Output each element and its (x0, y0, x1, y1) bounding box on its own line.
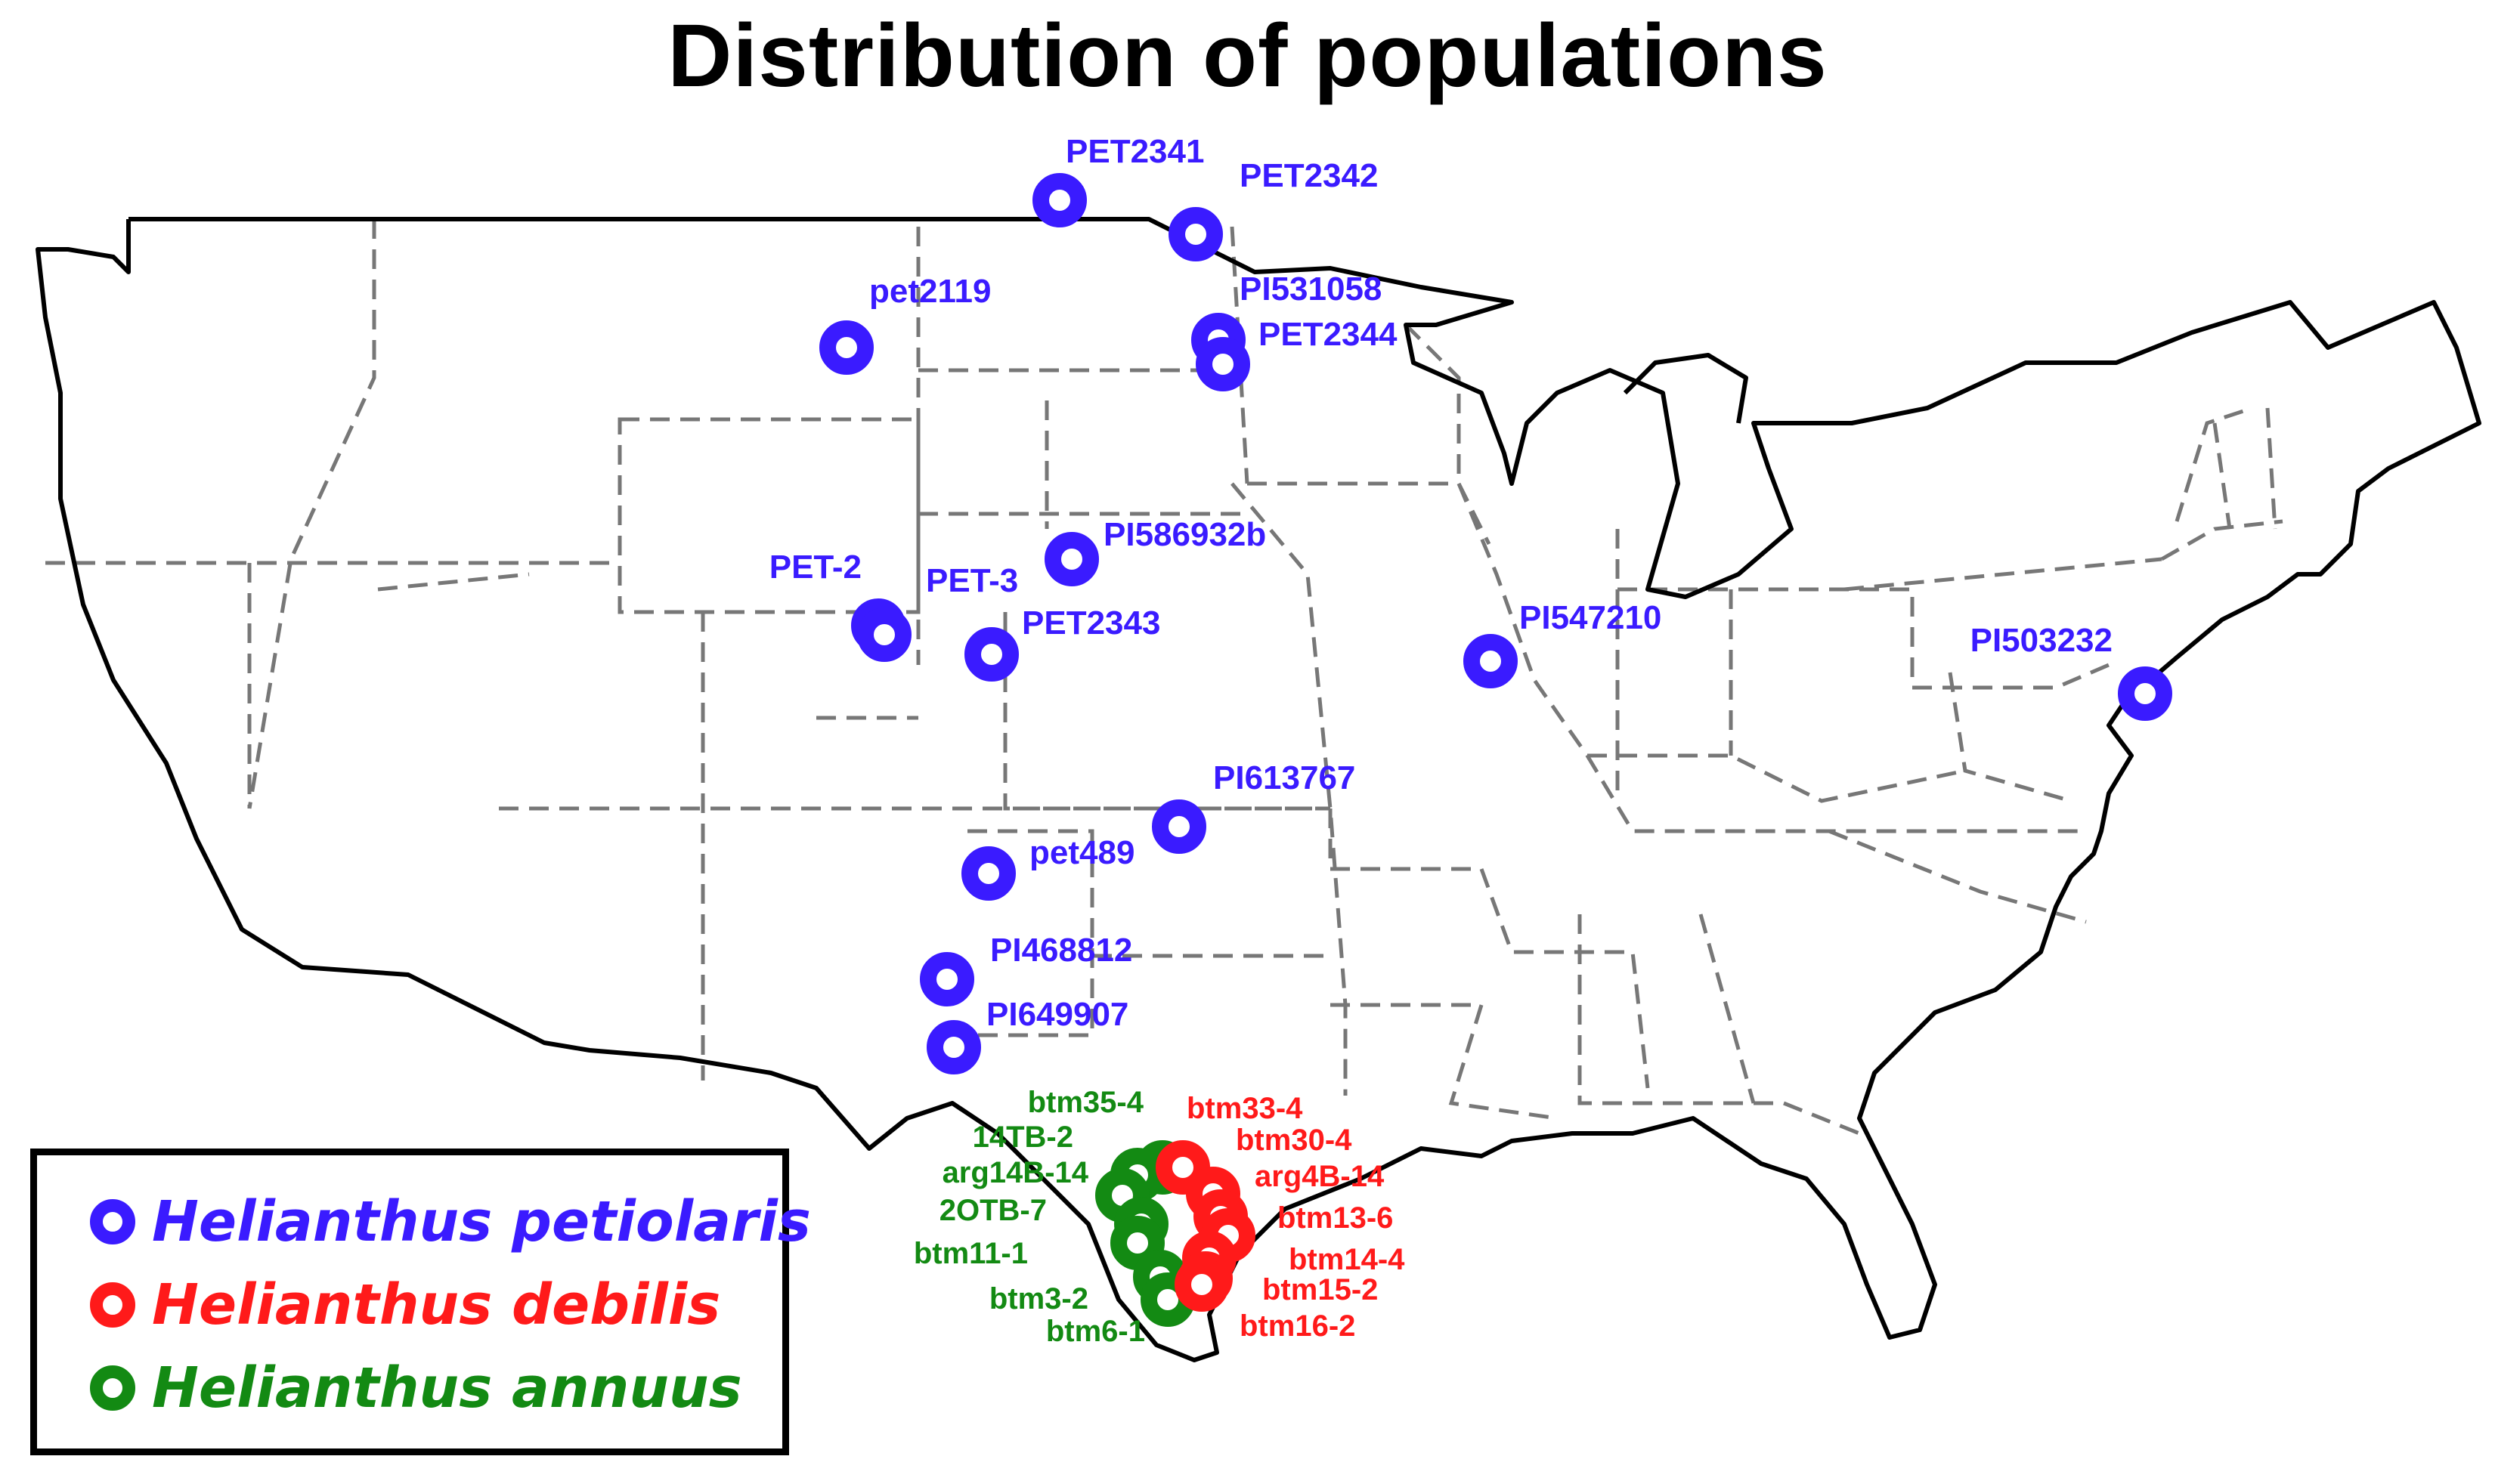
population-label: PET-3 (926, 562, 1018, 599)
population-marker-petiolaris (927, 1020, 981, 1074)
population-label: pet2119 (869, 273, 991, 310)
population-label: btm6-1 (1046, 1315, 1145, 1348)
legend-swatch-icon (90, 1199, 135, 1244)
population-label: btm3-2 (989, 1282, 1088, 1316)
legend-swatch-icon (90, 1282, 135, 1328)
population-label: 2OTB-7 (939, 1194, 1047, 1227)
population-label: PET2343 (1022, 604, 1160, 642)
population-label: arg14B-14 (943, 1156, 1089, 1189)
population-marker-petiolaris (964, 627, 1019, 682)
map-title: Distribution of populations (667, 6, 1828, 106)
population-marker-petiolaris (819, 320, 874, 375)
legend-label: Helianthus debilis (152, 1272, 721, 1337)
population-marker-petiolaris (961, 846, 1016, 901)
population-marker-petiolaris (1463, 634, 1518, 688)
population-label: btm35-4 (1028, 1086, 1144, 1119)
population-marker-petiolaris (1045, 532, 1099, 586)
population-label: btm13-6 (1277, 1201, 1393, 1235)
legend-item-debilis: Helianthus debilis (90, 1269, 720, 1341)
population-label: btm33-4 (1187, 1092, 1303, 1125)
population-label: PET2341 (1066, 133, 1204, 170)
population-marker-petiolaris (1196, 337, 1250, 391)
legend: Helianthus petiolaris Helianthus debilis… (30, 1149, 811, 1455)
state-borders (45, 219, 2283, 1136)
population-label: PET-2 (769, 549, 862, 586)
population-label: PET2342 (1240, 157, 1378, 194)
population-label: PI503232 (1970, 622, 2113, 659)
population-marker-petiolaris (2118, 666, 2172, 721)
national-border (36, 217, 2481, 1362)
population-marker-petiolaris (920, 952, 974, 1006)
population-marker-petiolaris (1032, 173, 1087, 227)
population-label: PI586932b (1104, 516, 1266, 553)
population-label: btm11-1 (914, 1237, 1028, 1270)
population-marker-petiolaris (857, 608, 912, 662)
population-label: PI468812 (990, 932, 1132, 969)
population-label: btm14-4 (1289, 1243, 1405, 1276)
population-label: btm15-2 (1262, 1273, 1378, 1306)
legend-swatch-icon (90, 1365, 135, 1411)
legend-label: Helianthus annuus (152, 1356, 742, 1421)
legend-item-annuus: Helianthus annuus (90, 1352, 742, 1424)
population-label: PI613767 (1213, 759, 1355, 796)
population-label: pet489 (1029, 834, 1135, 871)
population-label: arg4B-14 (1255, 1160, 1385, 1193)
legend-label: Helianthus petiolaris (152, 1189, 811, 1254)
population-label: PI649907 (986, 996, 1128, 1033)
population-label: 14TB-2 (973, 1121, 1073, 1154)
population-label: PI531058 (1240, 271, 1382, 308)
population-marker-debilis (1175, 1257, 1229, 1312)
population-marker-annuus (1110, 1216, 1165, 1270)
population-label: PET2344 (1258, 316, 1398, 353)
population-marker-petiolaris (1152, 799, 1206, 854)
population-label: PI547210 (1519, 599, 1661, 636)
population-marker-petiolaris (1169, 207, 1223, 261)
population-label: btm30-4 (1236, 1124, 1352, 1157)
legend-item-petiolaris: Helianthus petiolaris (90, 1186, 811, 1258)
population-label: btm16-2 (1240, 1309, 1355, 1343)
